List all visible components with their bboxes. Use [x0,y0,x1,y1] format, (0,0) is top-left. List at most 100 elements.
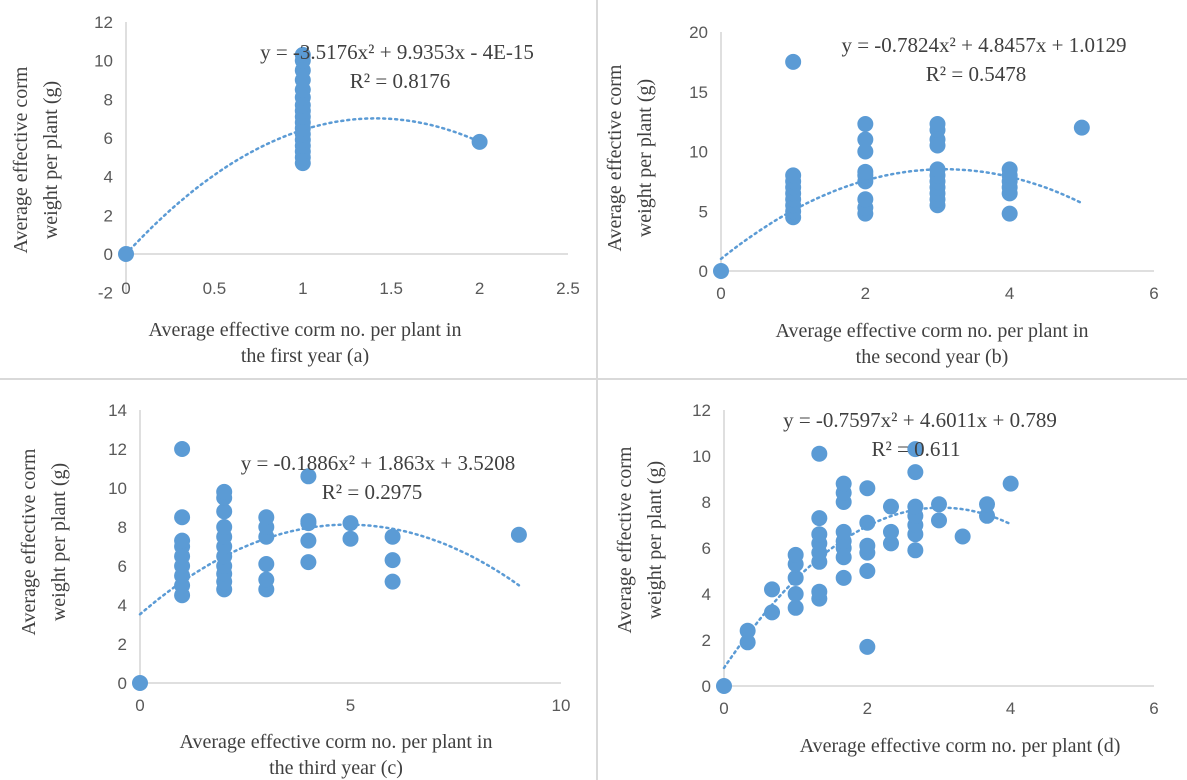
y-tick-label: 0 [702,677,711,696]
y-tick-label: 10 [94,52,113,71]
data-point [907,498,924,515]
data-point [174,441,191,457]
y-tick-label: 6 [702,539,711,558]
data-point [216,519,233,535]
chart-b-svg: 0 5 10 15 20 0 2 4 6 y = -0.7824x² + 4.8457x + 1.… [604,23,1159,368]
data-point [857,163,874,180]
data-point [118,246,134,262]
data-point [258,509,275,526]
data-point [785,53,802,70]
data-point [931,512,947,529]
data-point [258,571,275,588]
data-point [787,586,804,602]
y-tick-label: 10 [692,447,711,466]
y-axis-title: weight per plant (g) [644,461,666,619]
r-squared-label: R² = 0.5478 [926,62,1026,86]
data-point [907,464,924,481]
x-axis-title: Average effective corm no. per plant (d) [800,735,1121,757]
x-tick-label: 2 [861,284,870,303]
y-tick-label: 12 [108,440,127,459]
data-point [859,537,876,554]
data-point [882,498,899,515]
y-tick-label: 5 [699,202,708,221]
trend-equation: y = -0.7824x² + 4.8457x + 1.0129 [841,33,1126,57]
data-point [216,503,233,520]
y-tick-label: 6 [104,129,113,148]
y-tick-label: 15 [689,83,708,102]
data-point [1002,475,1019,492]
data-point [859,563,876,579]
r-squared-label: R² = 0.8176 [350,69,450,93]
data-point [294,46,311,63]
trendline [719,167,1084,261]
data-point [174,532,191,549]
data-point [835,569,852,586]
y-tick-label: 0 [104,245,113,264]
data-point [859,514,876,531]
x-tick-label: 5 [346,696,355,715]
data-point [857,131,874,148]
x-tick-label: 0 [121,279,130,298]
y-axis-title: weight per plant (g) [40,81,62,239]
y-tick-label: 0 [118,674,127,693]
data-point [859,638,876,655]
data-point [835,523,852,540]
x-tick-label: 0 [135,696,144,715]
y-tick-label: 6 [118,557,127,576]
data-point [174,509,191,526]
x-tick-label: 0.5 [203,279,227,298]
y-tick-label: 2 [104,206,113,225]
x-tick-label: 6 [1149,699,1158,718]
data-point [882,535,899,552]
x-axis-title: Average effective corm no. per plant in [179,731,492,753]
data-point [764,604,781,621]
y-tick-label: 10 [689,143,708,162]
data-point [787,546,804,563]
data-point [787,569,804,586]
y-tick-label: 4 [118,596,127,615]
data-point [931,496,947,513]
x-tick-label: 6 [1149,284,1158,303]
data-point [979,507,996,524]
horizontal-divider [0,378,1187,380]
x-tick-label: 2 [475,279,484,298]
y-axis-title: Average effective corm [18,448,40,635]
data-point [1001,205,1018,222]
y-tick-label: 10 [108,479,127,498]
y-axis-title: Average effective corm [604,64,626,251]
x-tick-label: 0 [716,284,725,303]
x-axis-title: Average effective corm no. per plant in [775,320,1088,342]
y-tick-label: 14 [108,401,127,420]
data-point [1001,161,1018,178]
data-point [716,678,732,694]
trend-equation: y = -3.5176x² + 9.9353x - 4E-15 [260,40,534,64]
y-tick-label: 8 [104,90,113,109]
x-tick-label: 2 [863,699,872,718]
trend-equation: y = -0.1886x² + 1.863x + 3.5208 [241,451,516,475]
y-axis-title: weight per plant (g) [634,79,656,237]
y-tick-label: 12 [692,401,711,420]
data-point [907,542,924,559]
x-tick-label: 4 [1006,699,1015,718]
chart-c-svg: 0 2 4 6 8 10 12 14 0 5 10 y = -0.1886x² + 1.863x + … [18,401,571,779]
x-axis-title: the third year (c) [269,757,403,779]
y-tick-label: 2 [118,635,127,654]
data-point [785,167,802,184]
data-point [835,475,852,492]
data-point [713,263,729,279]
data-point [979,496,996,513]
data-point [342,515,359,532]
data-point [954,528,971,545]
data-point [1073,119,1090,136]
data-point [216,483,233,500]
x-tick-label: 10 [552,696,571,715]
x-tick-label: 1 [298,279,307,298]
data-point [342,530,359,547]
data-point [739,622,756,639]
data-point [384,573,401,590]
data-point [907,441,924,458]
y-tick-label: 4 [702,585,711,604]
trendline [138,523,521,616]
x-tick-label: 1.5 [379,279,403,298]
chart-panel-b: 0 5 10 15 20 0 2 4 6 y = -0.7824x² + 4.8457x + 1.… [598,0,1187,378]
